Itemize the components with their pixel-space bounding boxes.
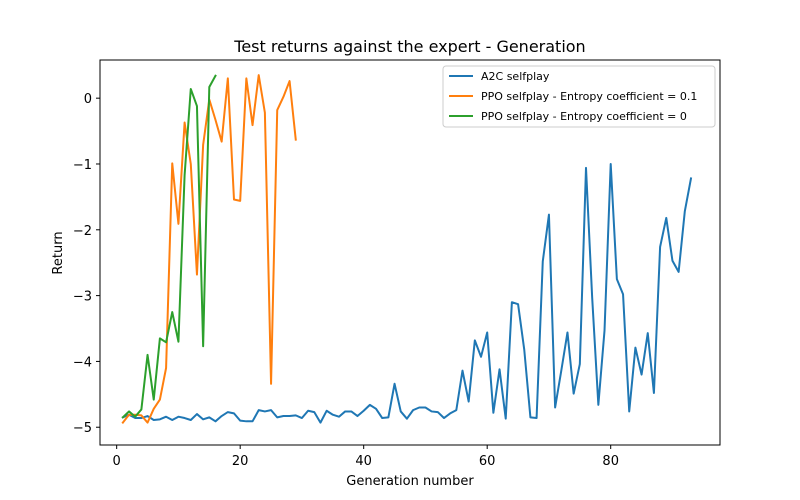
y-tick-label: −5: [73, 421, 92, 436]
legend: A2C selfplay PPO selfplay - Entropy coeff…: [442, 65, 716, 128]
x-tick-label: 0: [113, 454, 121, 469]
plot-frame: [99, 59, 721, 446]
legend-box: [442, 65, 716, 128]
y-tick-label: −4: [73, 355, 92, 370]
series-line-2: [121, 74, 217, 419]
x-tick-label: 40: [355, 454, 372, 469]
x-axis-label: Generation number: [346, 474, 474, 489]
legend-label-0: A2C selfplay: [481, 70, 550, 83]
y-tick-label: −2: [73, 224, 92, 239]
y-tick-label: −1: [73, 158, 92, 173]
series-lines: [121, 74, 693, 425]
legend-label-1: PPO selfplay - Entropy coefficient = 0.1: [481, 90, 697, 103]
y-axis-label: Return: [51, 231, 66, 274]
chart-title: Test returns against the expert - Genera…: [233, 37, 585, 56]
y-tick-label: −3: [73, 290, 92, 305]
x-tick-label: 80: [602, 454, 619, 469]
y-tick-label: 0: [84, 92, 92, 107]
x-axis: 0 20 40 60 80: [113, 445, 619, 469]
series-line-0: [121, 162, 693, 424]
x-tick-label: 20: [232, 454, 249, 469]
x-tick-label: 60: [479, 454, 496, 469]
legend-label-2: PPO selfplay - Entropy coefficient = 0: [481, 110, 687, 123]
y-axis: −5 −4 −3 −2 −1 0: [73, 92, 100, 436]
